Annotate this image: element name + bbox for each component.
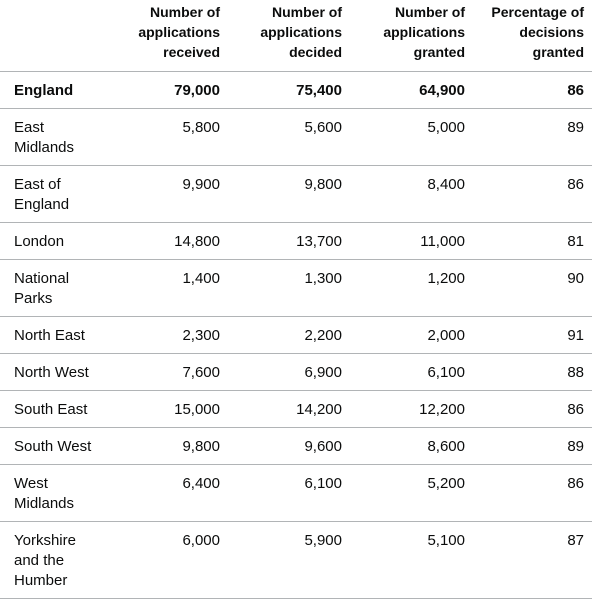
- cell: 64,900: [350, 71, 473, 109]
- cell: 5,900: [228, 521, 350, 599]
- cell: 91: [473, 316, 592, 354]
- cell: 5,000: [350, 108, 473, 166]
- cell: 87: [473, 521, 592, 599]
- table-row: East of England 9,900 9,800 8,400 86: [0, 165, 592, 223]
- cell: 89: [473, 108, 592, 166]
- cell: 2,200: [228, 316, 350, 354]
- cell: 1,200: [350, 259, 473, 317]
- row-label: East of England: [0, 165, 125, 223]
- cell: 86: [473, 165, 592, 223]
- row-label: London: [0, 222, 125, 260]
- cell: 1,400: [125, 259, 228, 317]
- table-row: South West 9,800 9,600 8,600 89: [0, 427, 592, 465]
- cell: 13,700: [228, 222, 350, 260]
- cell: 8,600: [350, 427, 473, 465]
- table-body: England 79,000 75,400 64,900 86 East Midlands…: [0, 71, 592, 599]
- column-header: Percentage of decisions granted: [473, 0, 592, 72]
- table-head: Number of applications received Number of…: [0, 0, 592, 72]
- row-label: East Midlands: [0, 108, 125, 166]
- table-row: East Midlands 5,800 5,600 5,000 89: [0, 108, 592, 166]
- table-row: South East 15,000 14,200 12,200 86: [0, 390, 592, 428]
- cell: 14,200: [228, 390, 350, 428]
- table-row: Yorkshire and the Humber 6,000 5,900 5,100 8…: [0, 521, 592, 599]
- cell: 5,600: [228, 108, 350, 166]
- header-row: Number of applications received Number of…: [0, 0, 592, 72]
- table-row: London 14,800 13,700 11,000 81: [0, 222, 592, 260]
- cell: 14,800: [125, 222, 228, 260]
- row-label: North West: [0, 353, 125, 391]
- cell: 15,000: [125, 390, 228, 428]
- cell: 7,600: [125, 353, 228, 391]
- cell: 11,000: [350, 222, 473, 260]
- cell: 86: [473, 71, 592, 109]
- cell: 5,800: [125, 108, 228, 166]
- cell: 6,000: [125, 521, 228, 599]
- table-row: England 79,000 75,400 64,900 86: [0, 71, 592, 109]
- row-label: National Parks: [0, 259, 125, 317]
- row-label: South West: [0, 427, 125, 465]
- cell: 81: [473, 222, 592, 260]
- cell: 89: [473, 427, 592, 465]
- column-header: [0, 0, 125, 72]
- cell: 5,200: [350, 464, 473, 522]
- row-label: England: [0, 71, 125, 109]
- cell: 12,200: [350, 390, 473, 428]
- table-row: National Parks 1,400 1,300 1,200 90: [0, 259, 592, 317]
- cell: 1,300: [228, 259, 350, 317]
- column-header: Number of applications granted: [350, 0, 473, 72]
- table-row: North East 2,300 2,200 2,000 91: [0, 316, 592, 354]
- column-header: Number of applications decided: [228, 0, 350, 72]
- cell: 2,000: [350, 316, 473, 354]
- table-row: North West 7,600 6,900 6,100 88: [0, 353, 592, 391]
- cell: 6,100: [228, 464, 350, 522]
- cell: 6,400: [125, 464, 228, 522]
- cell: 8,400: [350, 165, 473, 223]
- row-label: Yorkshire and the Humber: [0, 521, 125, 599]
- cell: 6,100: [350, 353, 473, 391]
- cell: 9,600: [228, 427, 350, 465]
- cell: 9,800: [228, 165, 350, 223]
- cell: 86: [473, 390, 592, 428]
- row-label: South East: [0, 390, 125, 428]
- cell: 5,100: [350, 521, 473, 599]
- row-label: North East: [0, 316, 125, 354]
- cell: 2,300: [125, 316, 228, 354]
- table-row: West Midlands 6,400 6,100 5,200 86: [0, 464, 592, 522]
- cell: 90: [473, 259, 592, 317]
- cell: 9,800: [125, 427, 228, 465]
- row-label: West Midlands: [0, 464, 125, 522]
- cell: 75,400: [228, 71, 350, 109]
- column-header: Number of applications received: [125, 0, 228, 72]
- cell: 9,900: [125, 165, 228, 223]
- cell: 6,900: [228, 353, 350, 391]
- cell: 86: [473, 464, 592, 522]
- cell: 88: [473, 353, 592, 391]
- cell: 79,000: [125, 71, 228, 109]
